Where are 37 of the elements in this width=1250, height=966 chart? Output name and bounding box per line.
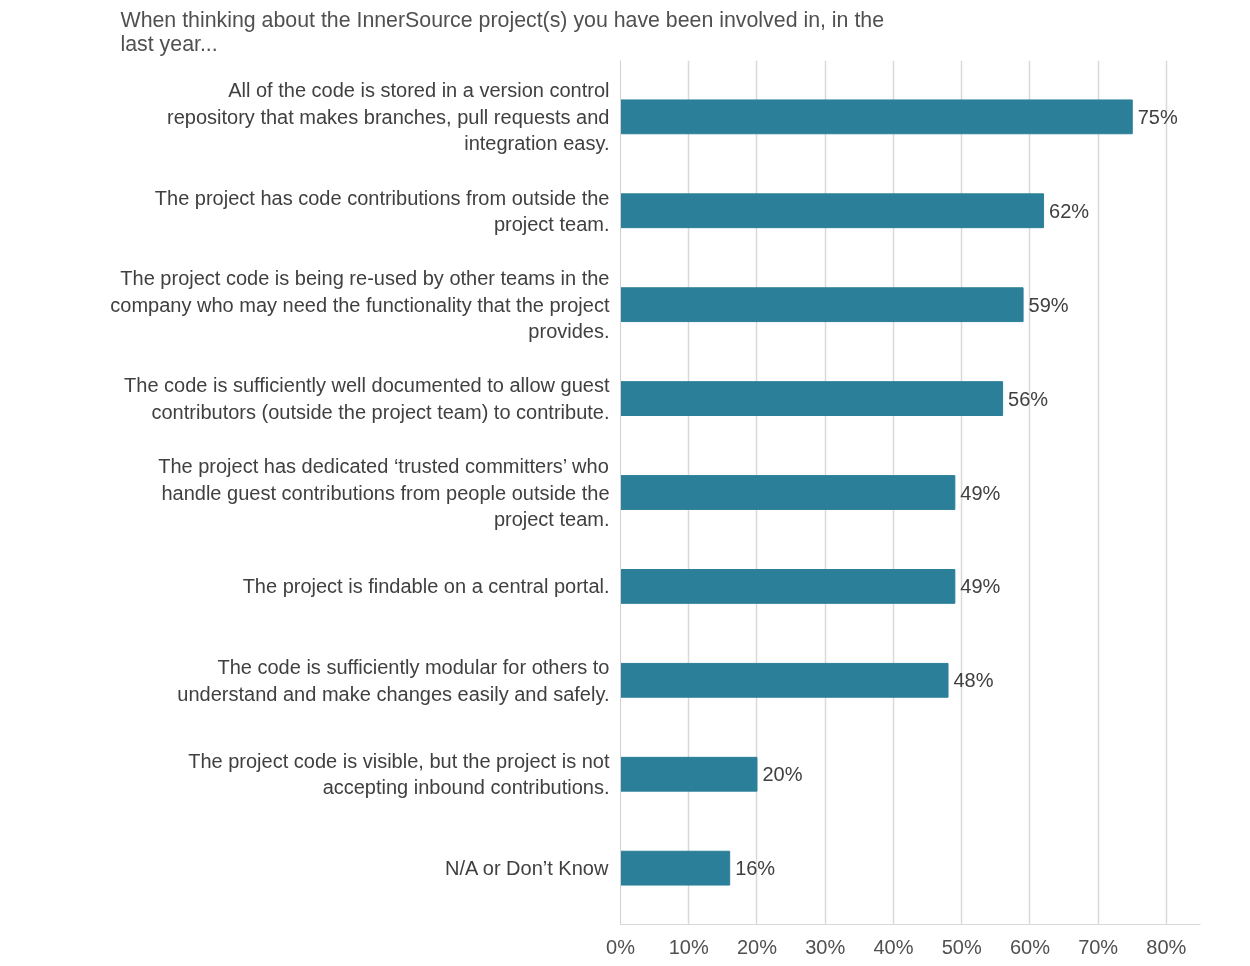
bar — [620, 475, 956, 510]
bar — [620, 662, 949, 698]
chart-title: When thinking about the InnerSource project(s) you have been involved in, in the last year... — [120, 7, 885, 56]
y-tick-label: The project has code contributions from outside the project team. — [154, 186, 610, 235]
x-tick-label: 10% — [668, 935, 709, 958]
data-label: 49% — [960, 575, 1001, 598]
bar — [620, 756, 758, 792]
x-tick-label: 20% — [736, 935, 778, 958]
bar — [620, 99, 1133, 135]
bar — [620, 569, 956, 604]
y-tick-label: N/A or Don’t Know — [444, 857, 609, 880]
y-tick-label: The project code is visible, but the project is not accepting inbound contributions. — [188, 750, 610, 799]
x-tick-label: 80% — [1146, 935, 1187, 958]
data-label: 16% — [735, 857, 776, 880]
data-label: 48% — [953, 669, 994, 692]
x-tick-label: 70% — [1078, 935, 1119, 958]
bar — [620, 287, 1024, 323]
data-label: 20% — [762, 763, 803, 786]
y-tick-label: The project is findable on a central portal. — [242, 575, 610, 598]
x-tick-label: 50% — [941, 935, 982, 958]
data-label: 49% — [960, 481, 1001, 504]
y-tick-label: The project has dedicated ‘trusted committers’ who handle guest contributions from people outside the project team. — [158, 455, 610, 530]
bar — [620, 850, 731, 886]
data-label: 75% — [1137, 105, 1178, 128]
data-label: 59% — [1028, 293, 1069, 316]
x-tick-label: 40% — [873, 935, 914, 958]
data-label: 62% — [1049, 199, 1090, 222]
x-tick-label: 30% — [805, 935, 846, 958]
y-tick-label: The code is sufficiently well documented to allow guest contributors (outside the project team) to contribute. — [124, 374, 610, 423]
x-tick-label: 0% — [606, 935, 636, 958]
y-tick-label: All of the code is stored in a version control repository that makes branches, pull requests and integration easy. — [167, 79, 610, 155]
y-tick-label: The project code is being re-used by other teams in the company who may need the functionality that the project provides. — [110, 267, 610, 343]
data-label: 56% — [1008, 387, 1049, 410]
bar — [620, 193, 1045, 229]
y-tick-label: The code is sufficiently modular for others to understand and make changes easily and safely. — [177, 656, 610, 705]
x-tick-label: 60% — [1009, 935, 1051, 958]
bar — [620, 381, 1004, 416]
